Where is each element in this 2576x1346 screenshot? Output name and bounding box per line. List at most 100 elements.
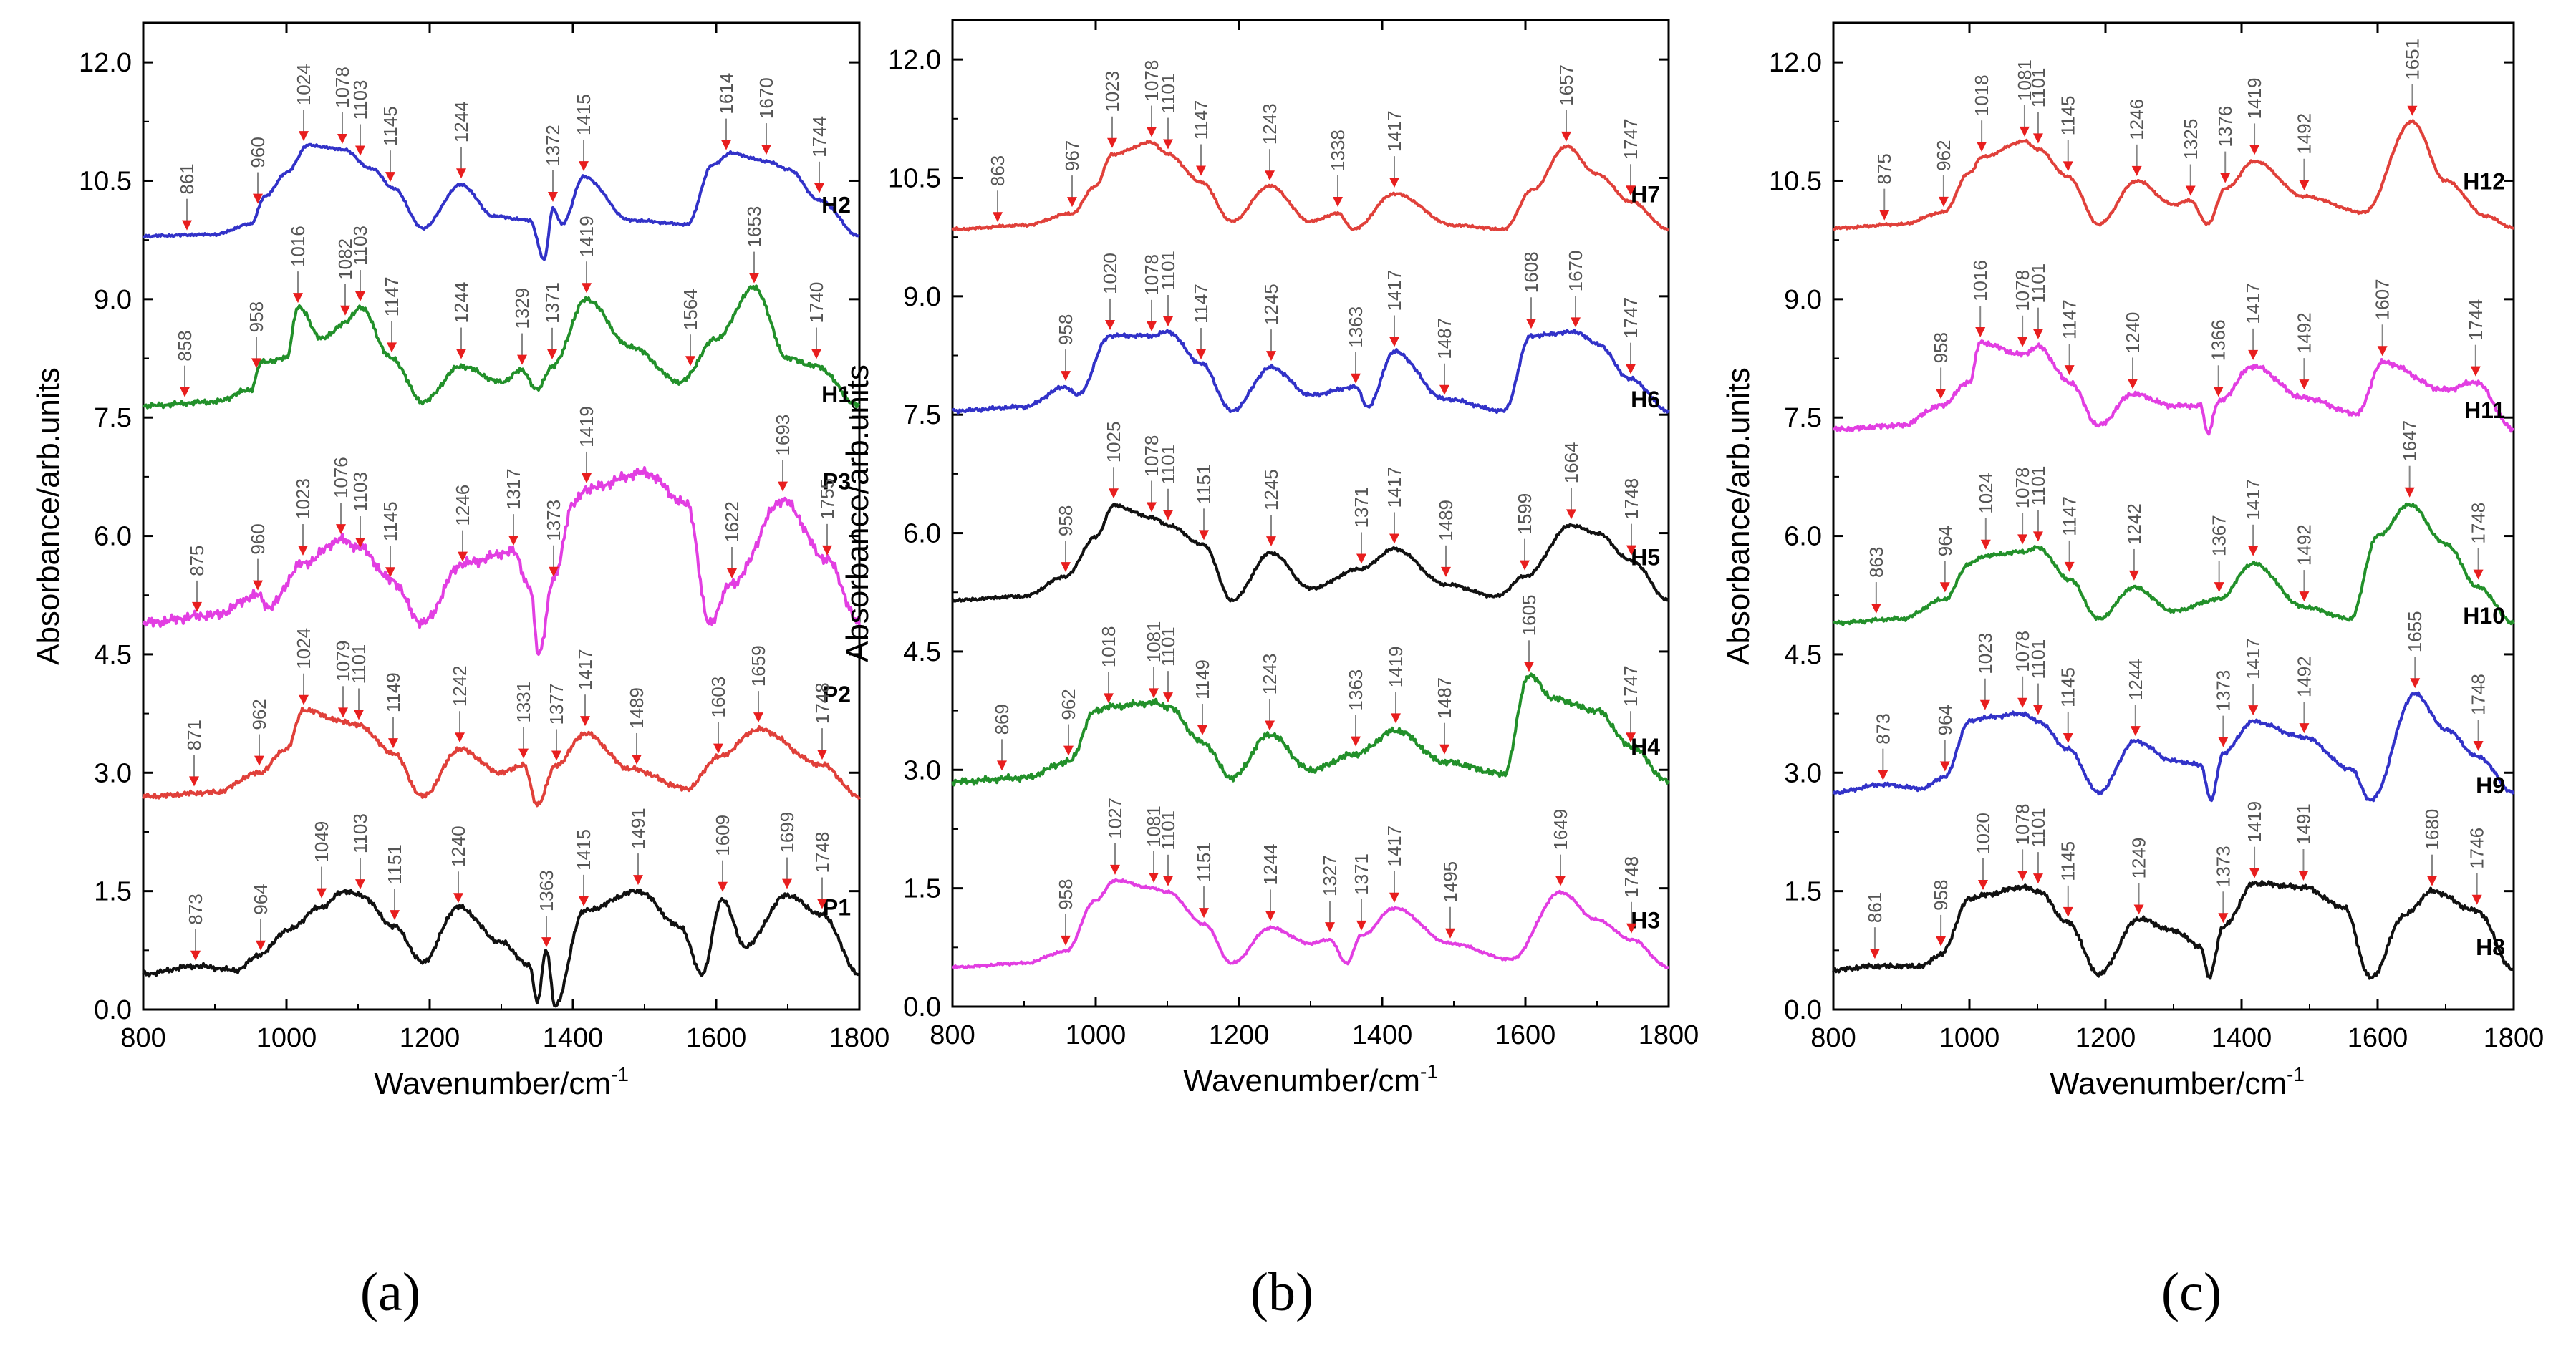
peak-marker-arrow xyxy=(1110,864,1120,875)
series-line-H4 xyxy=(951,672,1670,787)
peak-marker-arrow xyxy=(1879,210,1890,221)
peak-label: 1151 xyxy=(1193,464,1215,504)
y-axis-title: Absorbance/arb.units xyxy=(31,367,66,665)
peak-label: 1151 xyxy=(1193,842,1215,882)
peak-marker-arrow xyxy=(1356,553,1366,564)
peak-marker-arrow xyxy=(355,291,365,302)
peak-marker: 1076 xyxy=(330,457,352,535)
peak-label: 1018 xyxy=(1971,74,1992,116)
peak-marker: 1747 xyxy=(1620,118,1641,196)
series-line-H11 xyxy=(1833,339,2514,436)
y-tick-label: 12.0 xyxy=(79,48,132,78)
peak-label: 1670 xyxy=(1565,251,1586,292)
peak-label: 1417 xyxy=(1384,825,1405,867)
series-label-H6: H6 xyxy=(1631,387,1660,412)
peak-marker-arrow xyxy=(1351,736,1361,747)
peak-label: 1487 xyxy=(1434,318,1455,359)
peak-marker: 1373 xyxy=(2212,670,2234,747)
peak-label: 1371 xyxy=(541,282,563,324)
peak-marker: 1079 xyxy=(332,641,354,718)
y-tick-label: 6.0 xyxy=(1784,522,1822,552)
peak-marker: 1145 xyxy=(2058,95,2079,172)
peak-label: 1147 xyxy=(381,276,402,316)
y-tick-label: 12.0 xyxy=(1769,48,1822,78)
peak-marker-arrow xyxy=(1149,872,1159,883)
peak-label: 1103 xyxy=(349,813,371,853)
x-axis-title-text: Wavenumber/cm xyxy=(1183,1063,1420,1098)
peak-label: 858 xyxy=(174,330,196,361)
peak-marker-arrow xyxy=(993,212,1003,223)
x-tick-label: 1800 xyxy=(829,1023,890,1053)
peak-marker-arrow xyxy=(1524,662,1534,672)
peak-marker-arrow xyxy=(579,161,589,172)
peak-marker-arrow xyxy=(1265,911,1275,921)
peak-marker: 1693 xyxy=(772,415,793,492)
y-tick-label: 3.0 xyxy=(94,758,132,788)
peak-marker: 962 xyxy=(249,699,270,766)
peak-marker-arrow xyxy=(753,712,763,723)
series-label-H4: H4 xyxy=(1631,734,1660,760)
peak-label: 1647 xyxy=(2399,420,2421,462)
peak-marker-arrow xyxy=(189,776,199,787)
peak-marker: 1244 xyxy=(450,101,472,179)
peak-marker-arrow xyxy=(2249,145,2260,155)
peak-marker: 1101 xyxy=(1157,445,1179,521)
peak-marker: 1670 xyxy=(756,77,777,155)
peak-marker: 1023 xyxy=(292,478,314,556)
peak-label: 1081 xyxy=(2014,59,2035,101)
peak-label: 1147 xyxy=(2059,496,2080,536)
peak-label: 1103 xyxy=(349,226,371,266)
peak-label: 1145 xyxy=(380,501,401,541)
peak-marker-arrow xyxy=(338,707,348,718)
peak-marker-arrow xyxy=(192,601,202,612)
peak-marker-arrow xyxy=(2470,366,2481,377)
peak-marker: 873 xyxy=(185,894,206,961)
peak-marker: 1417 xyxy=(1384,825,1405,903)
peak-marker-arrow xyxy=(1626,732,1636,743)
x-tick-label: 1000 xyxy=(256,1023,317,1053)
peak-label: 1101 xyxy=(2027,639,2049,679)
peak-label: 1657 xyxy=(1555,64,1577,106)
peak-marker-arrow xyxy=(1163,692,1173,703)
peak-marker-arrow xyxy=(180,387,190,397)
peak-label: 1101 xyxy=(2027,466,2049,506)
peak-label: 1489 xyxy=(626,687,647,729)
peak-label: 1242 xyxy=(2123,503,2145,545)
peak-marker-arrow xyxy=(1391,713,1401,724)
peak-marker-arrow xyxy=(1333,196,1343,207)
peak-marker: 1101 xyxy=(1157,626,1179,703)
peak-marker: 1023 xyxy=(1101,71,1123,148)
peak-label: 1363 xyxy=(536,870,557,911)
peak-label: 958 xyxy=(246,301,267,332)
peak-label: 1076 xyxy=(330,457,352,498)
y-tick-label: 0.0 xyxy=(1784,995,1822,1025)
peak-marker: 1492 xyxy=(2293,524,2315,602)
peak-marker: 1103 xyxy=(349,472,371,548)
peak-marker: 1755 xyxy=(816,478,838,556)
peak-label: 1081 xyxy=(1143,805,1164,847)
y-tick-label: 7.5 xyxy=(94,403,132,433)
peak-marker: 861 xyxy=(1864,892,1886,959)
series-line-H2 xyxy=(142,142,860,261)
peak-label: 1415 xyxy=(573,94,594,135)
peak-marker: 1363 xyxy=(1345,306,1366,384)
peak-marker-arrow xyxy=(1197,725,1207,736)
peak-label: 1101 xyxy=(1157,74,1179,114)
series-label-H5: H5 xyxy=(1631,545,1660,571)
peak-marker-arrow xyxy=(1061,371,1071,382)
peak-marker-arrow xyxy=(685,356,695,367)
peak-marker: 1103 xyxy=(349,813,371,890)
peak-marker-arrow xyxy=(2185,185,2196,196)
peak-label: 1495 xyxy=(1439,861,1461,903)
peak-marker-arrow xyxy=(453,893,463,904)
peak-marker: 1327 xyxy=(1319,855,1341,933)
peak-marker-arrow xyxy=(2133,904,2144,915)
peak-marker-arrow xyxy=(1441,566,1451,577)
peak-marker-arrow xyxy=(1389,892,1399,903)
peak-label: 1748 xyxy=(811,682,833,724)
peak-marker-arrow xyxy=(299,694,309,705)
peak-label: 964 xyxy=(1934,705,1956,735)
